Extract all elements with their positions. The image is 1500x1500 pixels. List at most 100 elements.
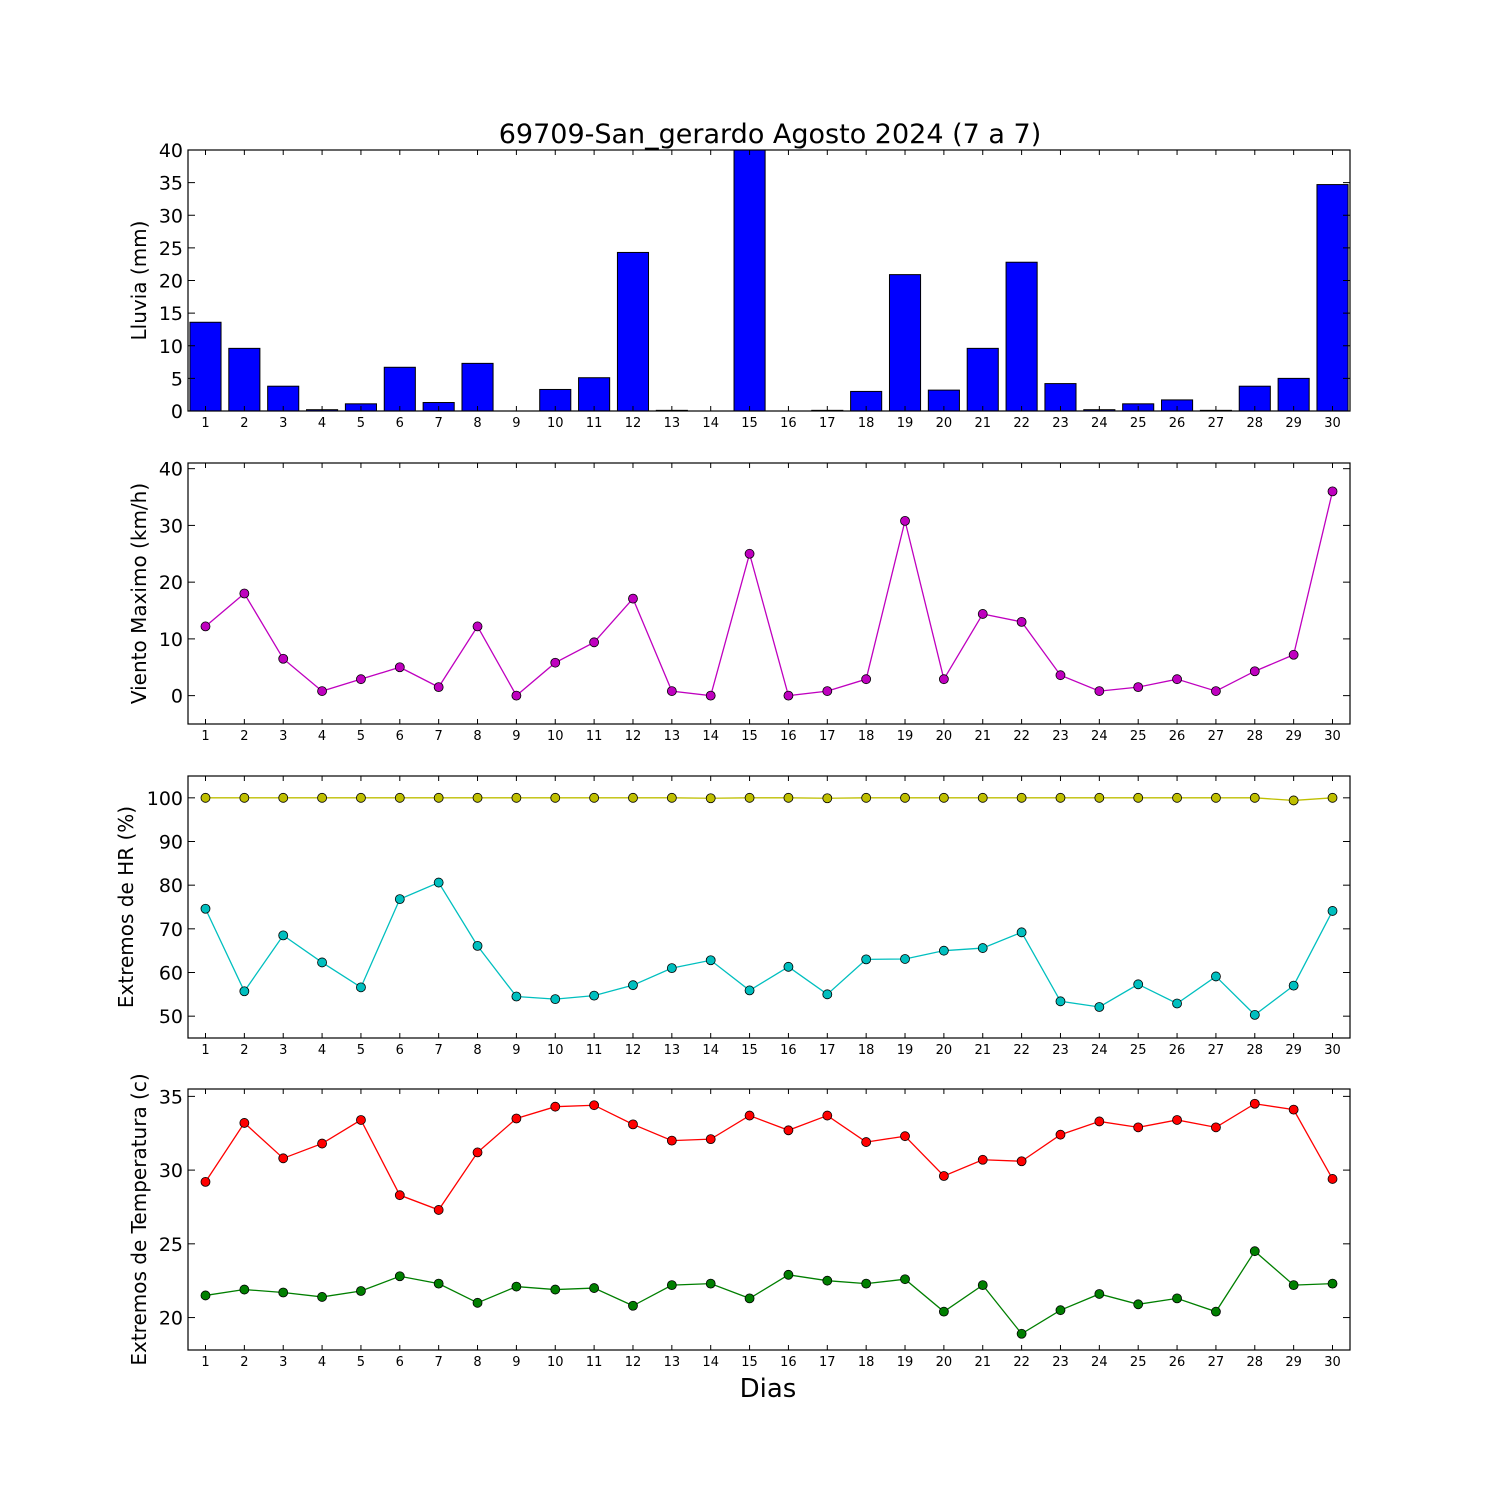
panel-4-xtick-label: 10 [547,1355,564,1370]
panel-3-series-1-point-day-21 [977,792,988,803]
panel-4-series-1-point-day-11 [589,1100,600,1111]
panel-4-series-1-point-day-8 [472,1147,483,1158]
panel-3-series-2-line [204,881,1334,1016]
panel-2-series-1-point-day-2 [239,588,250,599]
panel-4-series-1-point-day-30 [1327,1174,1338,1184]
panel-2-series-1-point-day-8 [472,621,483,632]
panel-3-series-1-point-day-1 [200,792,211,803]
panel-2-series-1-point-day-9 [511,690,522,701]
panel-2-xtick-label: 14 [702,729,719,744]
panel-3-xtick-label: 30 [1324,1043,1341,1058]
panel-2-xtick-label: 24 [1091,729,1108,744]
rain-bar-day-2 [228,347,261,411]
panel-4-frame [187,1088,1351,1351]
panel-1-xtick-label: 19 [897,416,914,431]
panel-4-xtick-label: 18 [858,1355,875,1370]
panel-3-series-2-point-day-3 [278,930,289,941]
panel-3-series-1-point-day-3 [278,792,289,803]
panel-2-series-1-point-day-29 [1288,649,1299,660]
panel-2-xtick-label: 4 [318,729,326,744]
panel-4-series-2-point-day-3 [278,1287,289,1298]
panel-4-xtick-label: 30 [1324,1355,1341,1370]
panel-1-ylabel: Lluvia (mm) [127,221,151,341]
panel-4-series-2-point-day-5 [356,1286,366,1296]
panel-1-xtick-label: 25 [1130,416,1147,431]
panel-2-xtick-label: 2 [240,729,248,744]
panel-1-ytick-label: 30 [159,205,183,227]
panel-2-series-1-point-day-28 [1249,666,1260,677]
panel-3-series-1-point-day-28 [1249,792,1260,803]
panel-1-xtick-label: 10 [547,416,564,431]
panel-4-series-1-point-day-7 [433,1205,444,1215]
panel-4-series-1-point-day-1 [200,1176,211,1187]
panel-3-series-1-point-day-17 [822,793,833,804]
panel-4-xtick-label: 8 [473,1355,481,1370]
panel-3-series-2-point-day-18 [861,954,872,965]
panel-1-xtick-label: 2 [240,416,248,431]
panel-3-series-2-point-day-13 [666,963,677,974]
panel-4-series-2-point-day-24 [1094,1289,1105,1299]
panel-3-xtick-label: 26 [1169,1043,1186,1058]
panel-4-series-1-point-day-18 [861,1137,872,1147]
panel-3-series-2-point-day-2 [239,986,250,997]
panel-3-xtick-label: 14 [702,1043,719,1058]
panel-1-xtick-label: 11 [586,416,603,431]
panel-3-series-2-point-day-23 [1055,996,1066,1007]
panel-2-xtick-label: 29 [1285,729,1302,744]
panel-4-series-2-point-day-10 [550,1284,561,1295]
panel-2-series-1-point-day-6 [394,662,405,673]
panel-3-series-2-point-day-27 [1211,971,1221,982]
panel-1-ytick-label: 25 [159,238,183,260]
panel-4-series-1-point-day-19 [900,1131,910,1142]
panel-4-series-2-point-day-13 [666,1280,677,1291]
panel-4-xtick-label: 9 [512,1355,520,1370]
panel-3-series-1-point-day-5 [356,792,366,803]
panel-4-xtick-label: 28 [1247,1355,1264,1370]
panel-3-series-1-point-day-16 [783,792,794,803]
panel-3-series-1-point-day-23 [1055,792,1066,803]
panel-4-xtick-label: 26 [1169,1355,1186,1370]
panel-4-xtick-label: 3 [279,1355,287,1370]
panel-3-xtick-label: 19 [897,1043,914,1058]
panel-4-series-2-point-day-30 [1327,1278,1338,1289]
panel-4-series-2-point-day-12 [628,1300,638,1311]
panel-1-xtick-label: 28 [1247,416,1264,431]
panel-4-xtick-label: 15 [741,1355,758,1370]
panel-2-series-1-point-day-5 [356,674,366,685]
panel-3-series-1-point-day-7 [433,792,444,803]
panel-3-series-1-point-day-27 [1211,792,1221,803]
panel-2-xtick-label: 13 [664,729,681,744]
panel-4-series-1-point-day-28 [1249,1098,1260,1109]
panel-4-ytick-label: 20 [159,1308,183,1330]
panel-3-series-2-point-day-12 [628,980,638,991]
chart-panels: 1 2 3 4 5 6 7 8 9 10 11 12 13 14 15 16 17 18 19 20 21 22 23 24 2… [114,140,1351,1370]
panel-2-xtick-label: 23 [1052,729,1069,744]
panel-2-series-1-point-day-17 [822,686,833,696]
panel-3-xtick-label: 25 [1130,1043,1147,1058]
panel-4-series-1-point-day-20 [938,1171,949,1181]
panel-2-xtick-label: 25 [1130,729,1147,744]
panel-4-xtick-label: 20 [936,1355,953,1370]
panel-4-xtick-label: 7 [435,1355,443,1370]
panel-2-xtick-label: 11 [586,729,603,744]
panel-4-xtick-label: 12 [625,1355,642,1370]
panel-2-series-1-point-day-19 [900,515,910,526]
panel-3-series-2-point-day-22 [1016,927,1027,938]
panel-1-ytick-label: 20 [159,271,183,293]
panel-4-series-1-point-day-25 [1133,1122,1144,1133]
panel-4-series-1-point-day-21 [977,1154,988,1165]
panel-3-series-2-point-day-10 [550,994,561,1005]
panel-3-ytick-label: 70 [159,919,183,941]
panel-1-xtick-label: 5 [357,416,365,431]
panel-4-series-1-point-day-22 [1016,1156,1027,1167]
panel-3-series-2-point-day-14 [705,955,716,966]
panel-3-series-1-point-day-13 [666,792,677,803]
panel-4-series-2-point-day-8 [472,1297,483,1308]
panel-3-xtick-label: 16 [780,1043,797,1058]
panel-2-xtick-label: 21 [974,729,991,744]
panel-4-series-2-point-day-22 [1016,1328,1027,1339]
panel-4-xtick-label: 23 [1052,1355,1069,1370]
panel-3-series-2-point-day-28 [1249,1009,1260,1020]
panel-4-series-2-point-day-21 [977,1280,988,1291]
panel-3-xtick-label: 2 [240,1043,248,1058]
